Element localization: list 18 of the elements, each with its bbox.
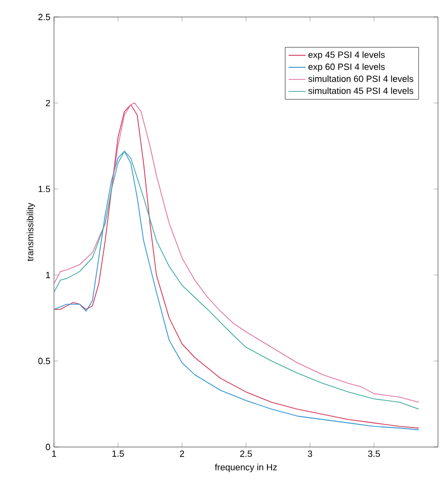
legend-label: exp 45 PSI 4 levels (308, 51, 385, 60)
y-tick-label: 2 (46, 100, 50, 106)
x-axis-title: frequency in Hz (214, 464, 277, 472)
y-axis-title: transmissibility (26, 202, 36, 262)
y-tick-label: 2.5 (38, 14, 50, 20)
x-tick-label: 3.5 (368, 450, 380, 457)
x-tick-label: 2.5 (240, 450, 252, 457)
x-tick-label: 1 (52, 450, 56, 457)
legend-label: simultation 45 PSI 4 levels (308, 87, 414, 94)
x-tick-label: 1.5 (112, 450, 124, 457)
y-tick-label: 0.5 (38, 358, 50, 364)
y-tick-label: 1.5 (38, 186, 50, 192)
legend-label: exp 60 PSI 4 levels (308, 63, 385, 72)
x-tick-label: 3 (308, 450, 312, 457)
y-tick-label: 0 (46, 444, 50, 450)
x-tick-label: 2 (180, 450, 184, 457)
legend-label: simultation 60 PSI 4 levels (308, 75, 414, 82)
y-tick-label: 1 (46, 272, 50, 278)
